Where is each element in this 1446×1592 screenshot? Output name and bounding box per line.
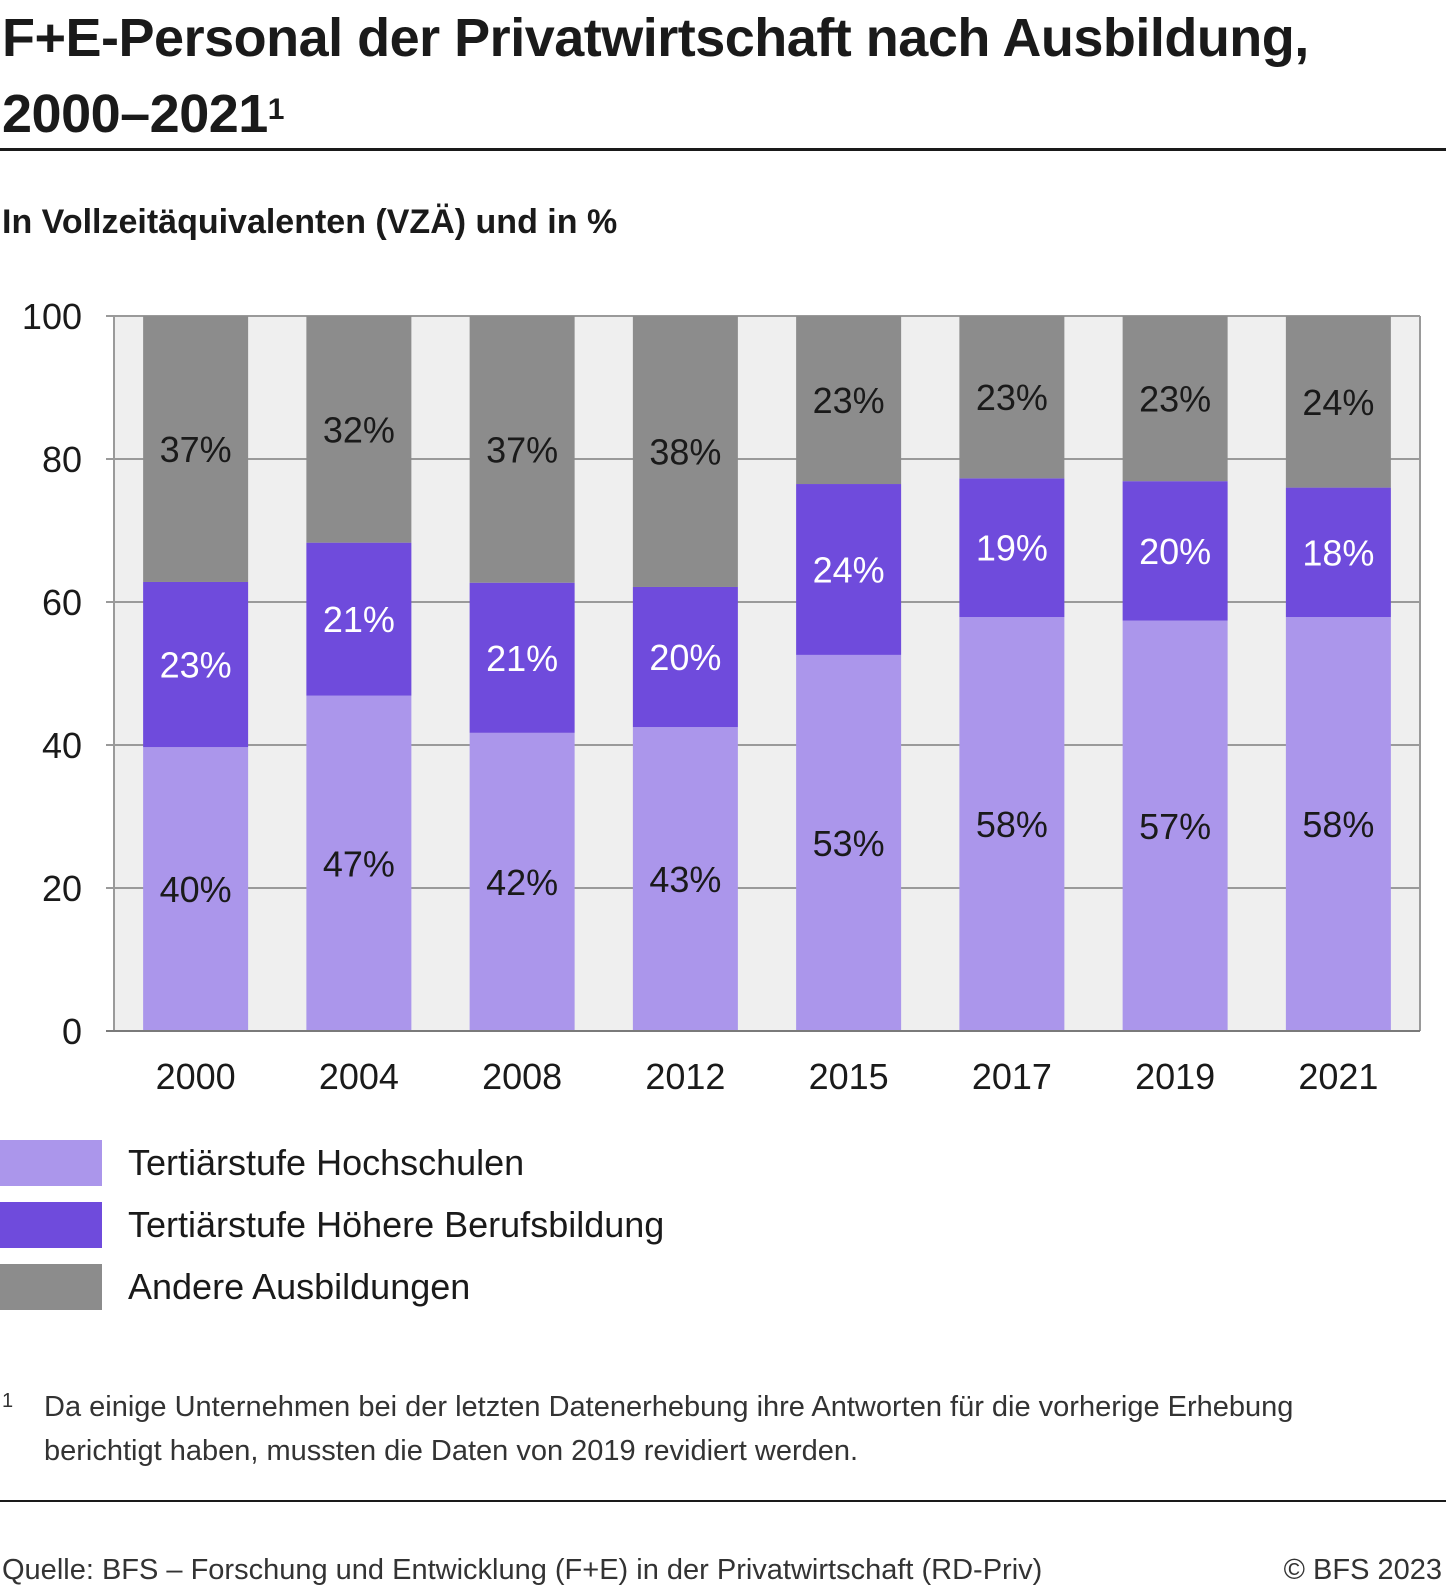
bar-2004-series-1 bbox=[306, 542, 412, 696]
page-title: F+E-Personal der Privatwirtschaft nach A… bbox=[2, 0, 1422, 152]
data-label-2021-series-2: 24% bbox=[1302, 382, 1374, 423]
bar-2004-series-2 bbox=[306, 316, 412, 543]
bar-2017-series-0 bbox=[959, 617, 1065, 1031]
data-label-2008-series-2: 37% bbox=[486, 429, 558, 470]
footnote-mark: 1 bbox=[2, 1390, 14, 1412]
data-label-2019-series-2: 23% bbox=[1139, 379, 1211, 420]
y-tick-label-60: 60 bbox=[42, 582, 82, 623]
legend-swatch-hoehere-berufsbildung bbox=[0, 1202, 102, 1248]
x-tick-label-2012: 2012 bbox=[645, 1056, 725, 1097]
data-label-2017-series-2: 23% bbox=[976, 377, 1048, 418]
data-label-2012-series-2: 38% bbox=[649, 431, 721, 472]
footnote-text: Da einige Unternehmen bei der letzten Da… bbox=[44, 1391, 1294, 1467]
bar-2012-series-0 bbox=[632, 727, 738, 1031]
bar-2012-series-2 bbox=[632, 316, 738, 587]
bar-2015-series-0 bbox=[796, 654, 902, 1031]
bar-2008-series-0 bbox=[469, 732, 575, 1031]
bar-2019-series-1 bbox=[1122, 481, 1228, 621]
data-label-2004-series-2: 32% bbox=[323, 409, 395, 450]
y-tick-label-20: 20 bbox=[42, 868, 82, 909]
legend-label-hochschulen: Tertiärstufe Hochschulen bbox=[128, 1142, 525, 1183]
chart-subtitle: In Vollzeitäquivalenten (VZÄ) und in % bbox=[2, 203, 618, 241]
bar-2019-series-0 bbox=[1122, 620, 1228, 1031]
data-label-2008-series-0: 42% bbox=[486, 862, 558, 903]
bar-2017-series-2 bbox=[959, 316, 1065, 479]
data-label-2015-series-2: 23% bbox=[813, 380, 885, 421]
data-label-2015-series-1: 24% bbox=[813, 549, 885, 590]
legend-item-hochschulen: Tertiärstufe Hochschulen bbox=[0, 1140, 900, 1186]
data-label-2012-series-1: 20% bbox=[649, 637, 721, 678]
title-line-1: F+E-Personal der Privatwirtschaft nach A… bbox=[2, 8, 1309, 68]
bar-2019-series-2 bbox=[1122, 316, 1228, 482]
y-tick-label-0: 0 bbox=[62, 1011, 82, 1052]
y-tick-label-40: 40 bbox=[42, 725, 82, 766]
legend-item-hoehere-berufsbildung: Tertiärstufe Höhere Berufsbildung bbox=[0, 1202, 900, 1248]
data-label-2021-series-0: 58% bbox=[1302, 804, 1374, 845]
legend-label-hoehere-berufsbildung: Tertiärstufe Höhere Berufsbildung bbox=[128, 1204, 665, 1245]
bar-2000-series-1 bbox=[143, 581, 249, 748]
data-label-2015-series-0: 53% bbox=[813, 823, 885, 864]
bar-2008-series-1 bbox=[469, 582, 575, 733]
bar-2017-series-1 bbox=[959, 478, 1065, 618]
bar-2000-series-2 bbox=[143, 316, 249, 582]
data-label-2008-series-1: 21% bbox=[486, 638, 558, 679]
x-tick-label-2015: 2015 bbox=[809, 1056, 889, 1097]
data-label-2021-series-1: 18% bbox=[1302, 532, 1374, 573]
data-label-2000-series-1: 23% bbox=[160, 645, 232, 686]
x-tick-label-2000: 2000 bbox=[156, 1056, 236, 1097]
legend-swatch-hochschulen bbox=[0, 1140, 102, 1186]
bar-2012-series-1 bbox=[632, 586, 738, 728]
x-tick-label-2019: 2019 bbox=[1135, 1056, 1215, 1097]
y-tick-label-80: 80 bbox=[42, 439, 82, 480]
title-line-2: 2000–2021 bbox=[2, 84, 268, 144]
legend-label-andere-ausbildungen: Andere Ausbildungen bbox=[128, 1266, 471, 1307]
bar-2000-series-0 bbox=[143, 747, 249, 1031]
x-tick-label-2021: 2021 bbox=[1298, 1056, 1378, 1097]
legend-swatch-andere-ausbildungen bbox=[0, 1264, 102, 1310]
data-label-2004-series-1: 21% bbox=[323, 599, 395, 640]
data-label-2019-series-1: 20% bbox=[1139, 531, 1211, 572]
legend-item-andere-ausbildungen: Andere Ausbildungen bbox=[0, 1264, 900, 1310]
copyright: © BFS 2023 bbox=[1283, 1554, 1442, 1586]
bar-2021-series-0 bbox=[1285, 617, 1391, 1031]
footer-divider bbox=[0, 1500, 1446, 1502]
data-label-2012-series-0: 43% bbox=[649, 859, 721, 900]
bar-2015-series-1 bbox=[796, 484, 902, 655]
source-note: Quelle: BFS – Forschung und Entwicklung … bbox=[2, 1554, 1043, 1586]
data-label-2019-series-0: 57% bbox=[1139, 806, 1211, 847]
data-label-2000-series-0: 40% bbox=[160, 869, 232, 910]
x-tick-label-2017: 2017 bbox=[972, 1056, 1052, 1097]
bar-2004-series-0 bbox=[306, 695, 412, 1031]
title-divider bbox=[0, 148, 1446, 151]
data-label-2000-series-2: 37% bbox=[160, 429, 232, 470]
data-label-2004-series-0: 47% bbox=[323, 843, 395, 884]
bar-2021-series-2 bbox=[1285, 316, 1391, 488]
x-tick-label-2004: 2004 bbox=[319, 1056, 399, 1097]
title-footnote-mark: 1 bbox=[267, 93, 285, 126]
bar-2008-series-2 bbox=[469, 316, 575, 583]
y-tick-label-100: 100 bbox=[22, 296, 82, 337]
bar-2021-series-1 bbox=[1285, 487, 1391, 618]
data-label-2017-series-1: 19% bbox=[976, 528, 1048, 569]
data-label-2017-series-0: 58% bbox=[976, 804, 1048, 845]
bar-2015-series-2 bbox=[796, 316, 902, 485]
x-tick-label-2008: 2008 bbox=[482, 1056, 562, 1097]
stacked-bar-chart: 0 20 40 60 80 100 40% 23% 37% 2000 47% 21% 32% 2004 42… bbox=[22, 296, 1421, 1097]
